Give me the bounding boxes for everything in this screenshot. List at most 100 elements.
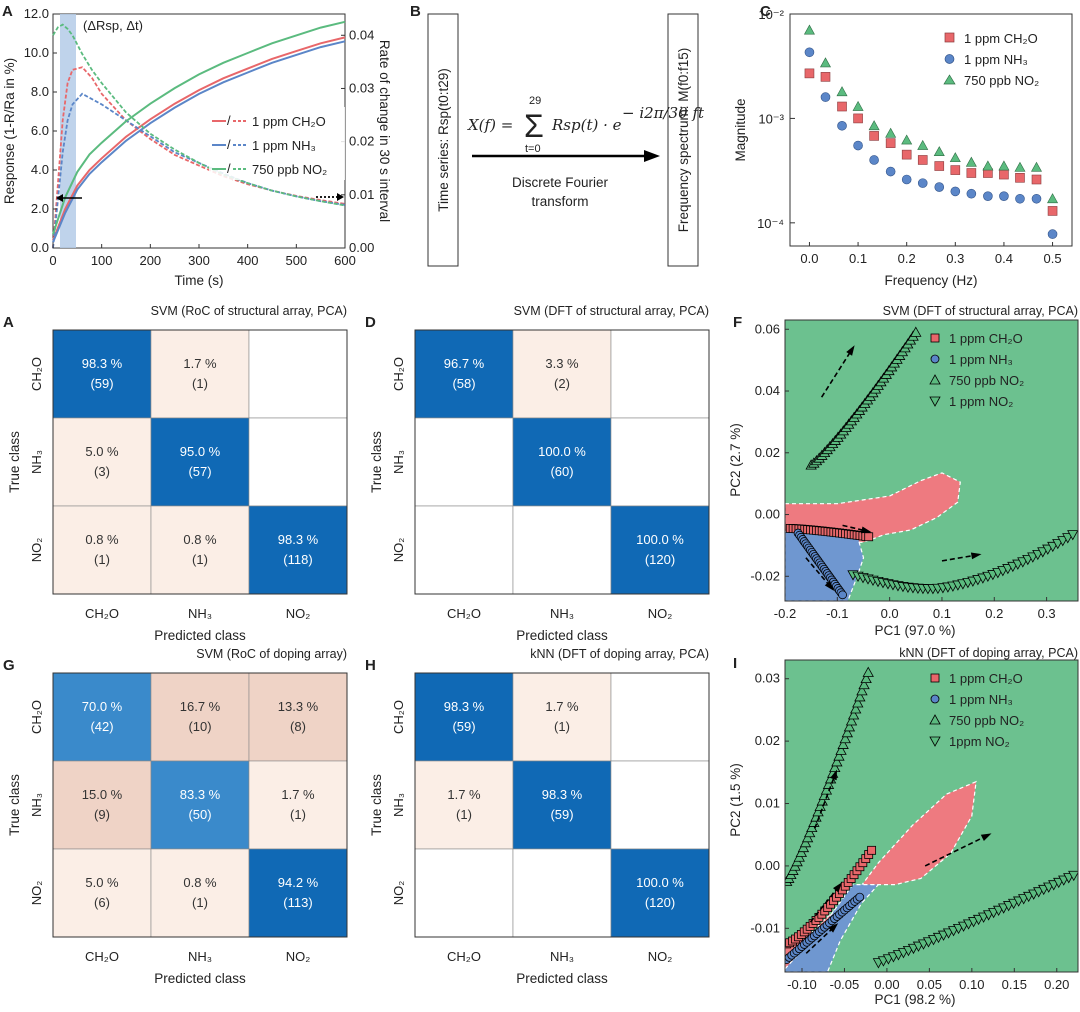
cell-percent: 0.8 % <box>183 875 217 890</box>
xtick-label: 0.3 <box>1038 606 1056 621</box>
true-class-tick: NO₂ <box>29 881 44 906</box>
true-class-tick: NH₃ <box>29 793 44 817</box>
point-no2 <box>885 127 897 138</box>
response-line-no2 <box>52 20 346 235</box>
rate-line-nh3 <box>52 92 346 249</box>
trend-arrowhead <box>846 345 855 356</box>
trend-arrow <box>924 834 990 867</box>
matrix-cell <box>610 848 710 938</box>
point-ch2o <box>869 131 879 141</box>
xtick-label: 0.15 <box>1002 977 1027 992</box>
plot-area <box>785 660 1078 972</box>
true-class-tick: CH₂O <box>29 700 44 734</box>
panel-label-h: H <box>365 657 376 674</box>
matrix-cell <box>610 672 710 762</box>
true-class-tick: CH₂O <box>391 700 406 734</box>
point-no2 <box>1014 161 1026 172</box>
ytick-label: 0.06 <box>755 321 780 336</box>
predicted-class-label: Predicted class <box>154 628 246 643</box>
matrix-cell <box>610 505 710 595</box>
matrix-cell <box>414 760 514 850</box>
confusion-matrix-d: SVM (RoC of structural array, PCA) A 98.3 … <box>3 304 348 643</box>
xtick-label: -0.1 <box>826 606 848 621</box>
legend-no2-750: 750 ppb NO₂ <box>949 373 1024 388</box>
legend-ch2o: 1 ppm CH₂O <box>949 671 1023 686</box>
time-window-label: (ΔRsp, Δt) <box>83 18 143 33</box>
rate-line-no2 <box>52 23 346 207</box>
point-no2-750ppb <box>839 732 851 744</box>
matrix-frame <box>52 672 348 938</box>
legend-marker-no2-1ppm <box>929 396 941 407</box>
point-no2 <box>803 24 815 35</box>
matrix-frame <box>52 329 348 595</box>
legend-marker-ch2o <box>930 333 940 343</box>
matrix-cell <box>414 505 514 595</box>
point-no2-750ppb <box>804 826 816 838</box>
cell-percent: 13.3 % <box>278 699 319 714</box>
cell-percent: 16.7 % <box>180 699 221 714</box>
point-ch2o <box>804 68 815 79</box>
dft-caption-2: transform <box>531 194 588 209</box>
point-ch2o <box>885 138 896 148</box>
xtick-label: 0.10 <box>959 977 984 992</box>
predicted-class-tick: CH₂O <box>85 606 119 621</box>
point-no2-750ppb <box>910 326 922 337</box>
legend-nh3: 1 ppm NH₃ <box>949 692 1013 707</box>
xtick-label: 0.2 <box>985 606 1003 621</box>
panel-f-ylabel: PC2 (2.7 %) <box>728 423 743 497</box>
matrix-cell <box>414 672 514 762</box>
ytick-label: 0.01 <box>755 796 780 811</box>
ytick-label-left: 4.0 <box>31 162 49 177</box>
legend-no2-1ppm: 1 ppm NO₂ <box>949 394 1013 409</box>
legend-marker-no2-750 <box>929 714 941 725</box>
point-no2-750ppb <box>831 756 843 767</box>
cell-percent: 0.8 % <box>183 532 217 547</box>
ytick-label: 10⁻² <box>758 7 784 22</box>
cell-percent: 1.7 % <box>447 787 481 802</box>
matrix-cell <box>512 417 612 507</box>
matrix-cell <box>52 329 152 419</box>
matrix-cell <box>610 760 710 850</box>
xtick-label: 500 <box>285 253 307 268</box>
point-ch2o <box>864 532 874 542</box>
legend-marker-ch2o <box>930 673 940 683</box>
matrix-cell <box>512 760 612 850</box>
true-class-label: True class <box>369 774 384 836</box>
point-no2-750ppb <box>829 761 841 773</box>
ytick-label-left: 12.0 <box>24 6 49 21</box>
time-series-label: Time series: Rsp(t0:t29) <box>436 68 451 212</box>
response-line-ch2o <box>52 36 346 241</box>
matrix-cell <box>512 848 612 938</box>
panel-c-ylabel: Magnitude <box>733 98 748 161</box>
xtick-label: 0.3 <box>946 251 964 266</box>
matrix-cell <box>248 417 348 507</box>
panel-f: F SVM (DFT of structural array, PCA) -0.… <box>728 304 1079 638</box>
point-no2-750ppb <box>854 691 866 702</box>
confusion-matrix-h: kNN (DFT of doping array, PCA) H 98.3 % (59… <box>365 647 710 986</box>
cell-count: (1) <box>192 895 208 910</box>
xtick-label: 0.1 <box>933 606 951 621</box>
matrix-cell <box>150 329 250 419</box>
ytick-label-right: 0.02 <box>349 134 374 149</box>
point-nh3 <box>934 182 945 192</box>
cell-percent: 98.3 % <box>444 699 485 714</box>
xtick-label: 0.5 <box>1044 251 1062 266</box>
panel-i: I kNN (DFT of doping array, PCA) -0.10 -0… <box>728 646 1079 1007</box>
dft-formula: X(f) = <box>467 116 513 134</box>
panel-f-title: SVM (DFT of structural array, PCA) <box>883 304 1078 318</box>
point-ch2o <box>1031 174 1042 185</box>
cell-count: (42) <box>90 719 113 734</box>
cell-percent: 98.3 % <box>542 787 583 802</box>
ytick-label-right: 0.00 <box>349 240 374 255</box>
cell-count: (58) <box>452 376 475 391</box>
ytick-label-left: 2.0 <box>31 201 49 216</box>
sum-bottom: t=0 <box>525 143 541 155</box>
point-no2 <box>933 146 945 157</box>
point-nh3 <box>804 47 815 58</box>
trend-arrow <box>813 772 837 829</box>
legend-marker-ch2o <box>944 32 955 43</box>
ytick-label: 0.03 <box>755 671 780 686</box>
matrix-cell <box>512 672 612 762</box>
cell-count: (118) <box>283 552 312 567</box>
predicted-class-tick: CH₂O <box>447 606 481 621</box>
